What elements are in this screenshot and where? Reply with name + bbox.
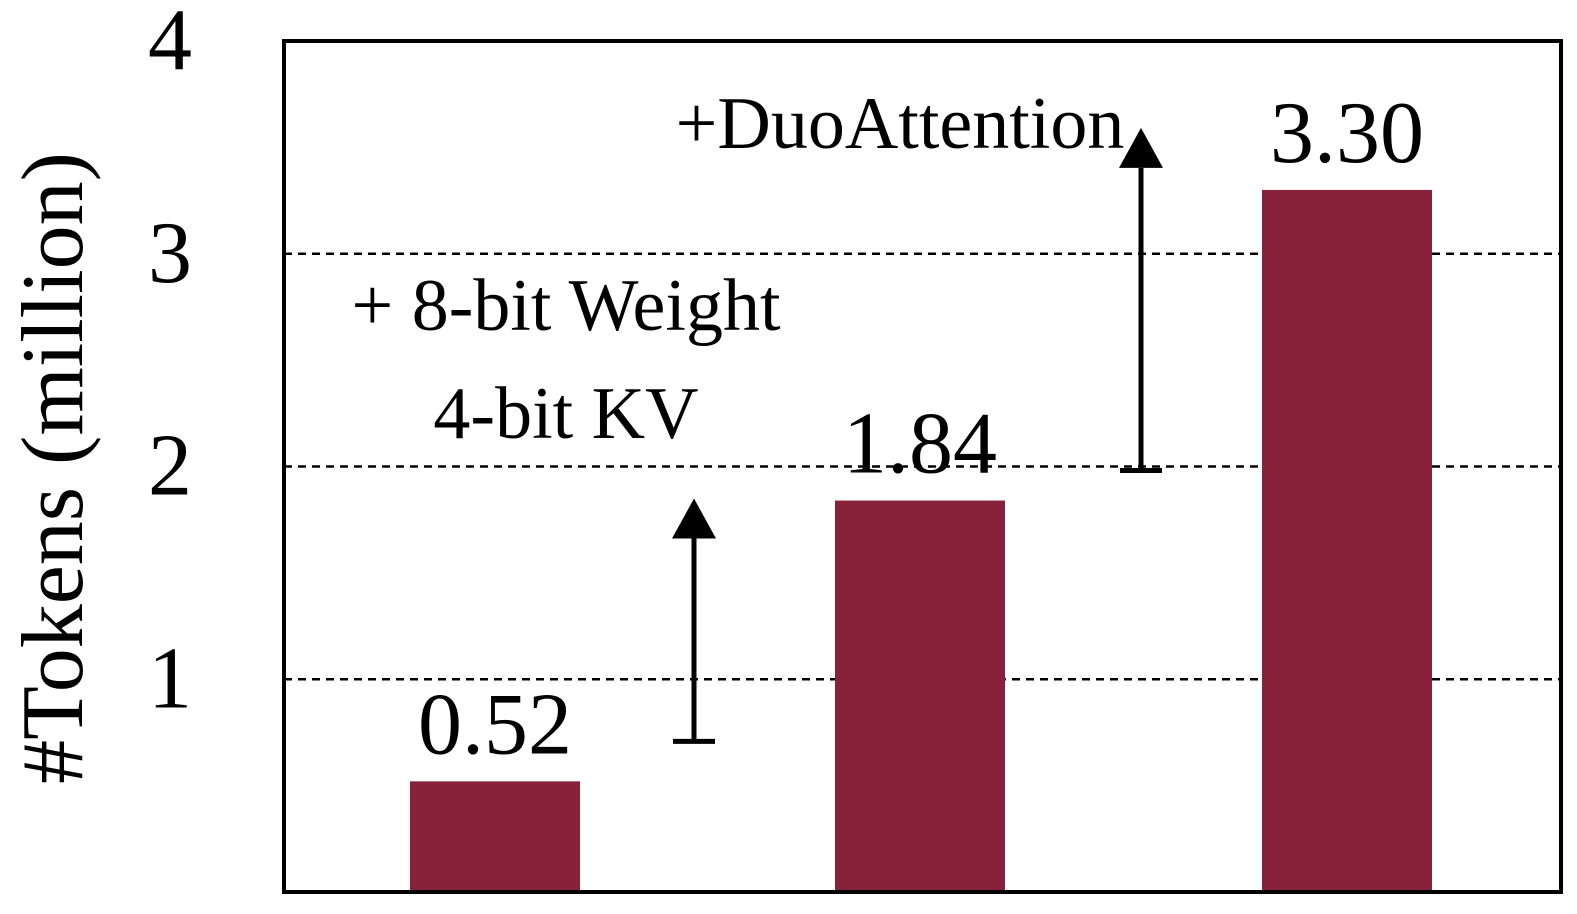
- plot-frame: [282, 39, 1563, 894]
- annotation-arrow: [672, 498, 716, 744]
- y-axis-label: #Tokens (million): [5, 152, 102, 784]
- value-label: 3.30: [1270, 85, 1424, 182]
- y-tick-label: 4: [148, 0, 192, 89]
- bar: [410, 781, 580, 892]
- annotation-arrows: [672, 127, 1163, 744]
- bar: [1262, 189, 1432, 893]
- value-label: 0.52: [418, 676, 572, 773]
- annotation-text: +DuoAttention: [676, 83, 1125, 165]
- y-tick-labels: 1 2 3 4: [148, 0, 192, 727]
- annotation-texts: + 8-bit Weight 4-bit KV +DuoAttention: [351, 83, 1124, 455]
- annotation-text: + 8-bit Weight: [351, 265, 780, 347]
- arrow-head: [672, 498, 716, 539]
- value-label: 1.84: [843, 396, 997, 493]
- bars: [410, 189, 1432, 893]
- bar: [835, 500, 1005, 892]
- arrow-head: [1119, 127, 1163, 168]
- y-tick-label: 2: [148, 418, 192, 515]
- value-labels: 0.52 1.84 3.30: [418, 85, 1424, 773]
- annotation-arrow: [1119, 127, 1163, 474]
- y-tick-label: 3: [148, 205, 192, 302]
- y-tick-label: 1: [148, 630, 192, 727]
- annotation-text: 4-bit KV: [433, 373, 698, 455]
